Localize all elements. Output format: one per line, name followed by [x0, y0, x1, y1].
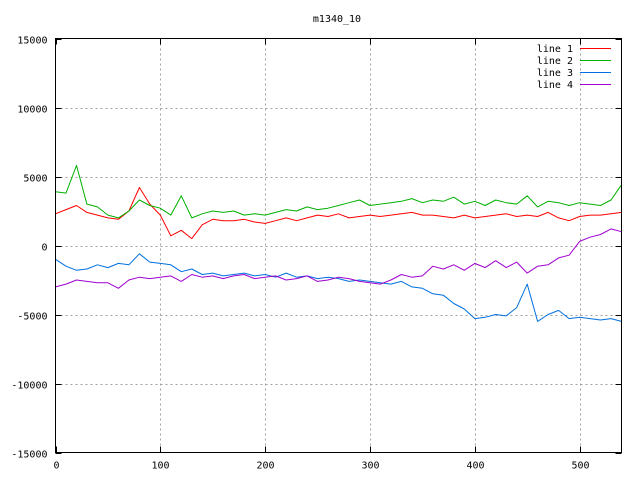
- y-tick-label: 10000: [17, 105, 47, 116]
- x-tick-label: 0: [53, 461, 59, 472]
- legend-label-4: line 4: [537, 80, 573, 91]
- series-line-3: [55, 253, 622, 322]
- y-tick-label: -10000: [11, 381, 47, 392]
- x-tick-label: 100: [151, 461, 169, 472]
- x-tick-label: 400: [466, 461, 484, 472]
- y-tick-label: 15000: [17, 36, 47, 47]
- y-tick-label: -5000: [17, 312, 47, 323]
- plot-frame: [55, 38, 622, 453]
- axes: -15000 -10000 -5000 0 5000 10000 15000 0 100 200 3…: [11, 36, 622, 472]
- x-tick-label: 300: [361, 461, 379, 472]
- chart-title: m1340_10: [313, 14, 361, 25]
- grid: [55, 38, 622, 453]
- series-line-2: [55, 165, 622, 219]
- y-tick-label: -15000: [11, 450, 47, 461]
- series-line-1: [55, 187, 622, 240]
- x-tick-label: 200: [256, 461, 274, 472]
- legend-label-3: line 3: [537, 68, 573, 79]
- legend-label-1: line 1: [537, 44, 573, 55]
- legend-label-2: line 2: [537, 56, 573, 67]
- y-tick-label: 5000: [23, 174, 47, 185]
- series-line-4: [55, 228, 622, 289]
- series-layer: [55, 165, 622, 322]
- y-tick-label: 0: [41, 243, 47, 254]
- x-tick-label: 500: [571, 461, 589, 472]
